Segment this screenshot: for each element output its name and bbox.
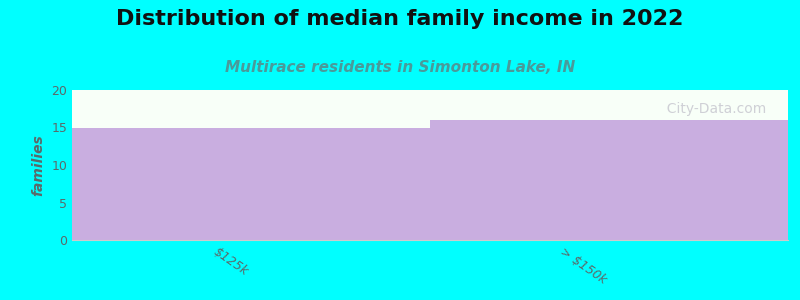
Bar — [72, 128, 430, 240]
Text: Distribution of median family income in 2022: Distribution of median family income in … — [116, 9, 684, 29]
Text: Multirace residents in Simonton Lake, IN: Multirace residents in Simonton Lake, IN — [225, 60, 575, 75]
Text: City-Data.com: City-Data.com — [658, 102, 766, 116]
Bar — [430, 120, 788, 240]
Y-axis label: families: families — [32, 134, 46, 196]
